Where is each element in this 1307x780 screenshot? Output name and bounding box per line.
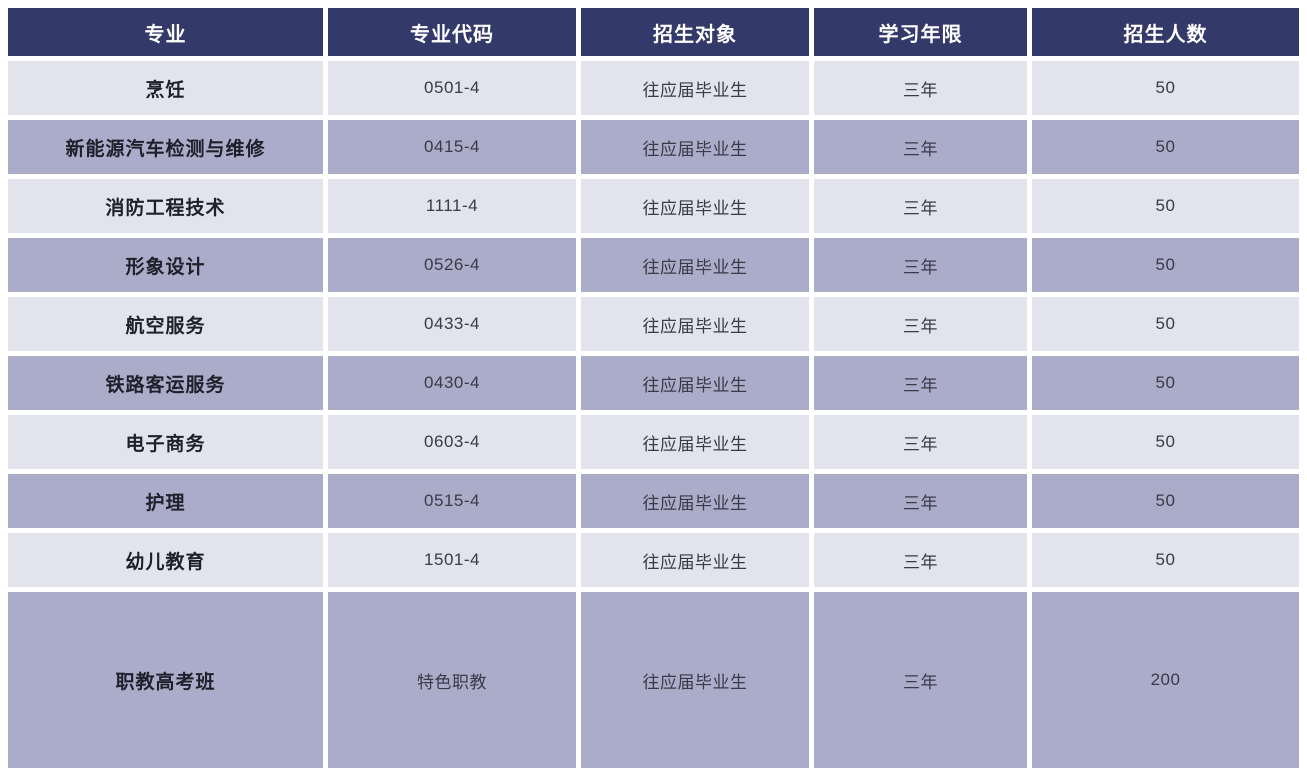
- table-row: 形象设计 0526-4 往应届毕业生 三年 50: [8, 238, 1299, 292]
- cell-quota: 200: [1032, 592, 1299, 768]
- cell-duration: 三年: [814, 474, 1027, 528]
- enrollment-table: 专业 专业代码 招生对象 学习年限 招生人数 烹饪 0501-4 往应届毕业生 …: [3, 3, 1304, 773]
- col-header-major: 专业: [8, 8, 323, 56]
- cell-major: 形象设计: [8, 238, 323, 292]
- cell-code: 0515-4: [328, 474, 576, 528]
- cell-target: 往应届毕业生: [581, 179, 809, 233]
- cell-target: 往应届毕业生: [581, 238, 809, 292]
- cell-code: 0430-4: [328, 356, 576, 410]
- cell-code: 0603-4: [328, 415, 576, 469]
- cell-code: 1111-4: [328, 179, 576, 233]
- col-header-duration: 学习年限: [814, 8, 1027, 56]
- table-row: 消防工程技术 1111-4 往应届毕业生 三年 50: [8, 179, 1299, 233]
- cell-quota: 50: [1032, 61, 1299, 115]
- cell-target: 往应届毕业生: [581, 120, 809, 174]
- cell-quota: 50: [1032, 356, 1299, 410]
- cell-target: 往应届毕业生: [581, 474, 809, 528]
- cell-quota: 50: [1032, 238, 1299, 292]
- table-row: 护理 0515-4 往应届毕业生 三年 50: [8, 474, 1299, 528]
- cell-major: 航空服务: [8, 297, 323, 351]
- cell-code: 0526-4: [328, 238, 576, 292]
- cell-duration: 三年: [814, 533, 1027, 587]
- cell-major: 烹饪: [8, 61, 323, 115]
- table-row: 烹饪 0501-4 往应届毕业生 三年 50: [8, 61, 1299, 115]
- cell-duration: 三年: [814, 592, 1027, 768]
- cell-quota: 50: [1032, 415, 1299, 469]
- cell-quota: 50: [1032, 533, 1299, 587]
- cell-quota: 50: [1032, 297, 1299, 351]
- cell-code: 特色职教: [328, 592, 576, 768]
- cell-major: 消防工程技术: [8, 179, 323, 233]
- cell-duration: 三年: [814, 179, 1027, 233]
- col-header-code: 专业代码: [328, 8, 576, 56]
- table-row: 职教高考班 特色职教 往应届毕业生 三年 200: [8, 592, 1299, 768]
- cell-duration: 三年: [814, 238, 1027, 292]
- cell-target: 往应届毕业生: [581, 533, 809, 587]
- cell-duration: 三年: [814, 415, 1027, 469]
- cell-major: 幼儿教育: [8, 533, 323, 587]
- cell-target: 往应届毕业生: [581, 356, 809, 410]
- table-row: 航空服务 0433-4 往应届毕业生 三年 50: [8, 297, 1299, 351]
- cell-target: 往应届毕业生: [581, 61, 809, 115]
- table-row: 铁路客运服务 0430-4 往应届毕业生 三年 50: [8, 356, 1299, 410]
- cell-duration: 三年: [814, 297, 1027, 351]
- cell-major: 新能源汽车检测与维修: [8, 120, 323, 174]
- cell-major: 护理: [8, 474, 323, 528]
- cell-code: 0433-4: [328, 297, 576, 351]
- cell-target: 往应届毕业生: [581, 415, 809, 469]
- cell-duration: 三年: [814, 120, 1027, 174]
- cell-quota: 50: [1032, 179, 1299, 233]
- cell-code: 1501-4: [328, 533, 576, 587]
- col-header-target: 招生对象: [581, 8, 809, 56]
- cell-code: 0501-4: [328, 61, 576, 115]
- table-row: 幼儿教育 1501-4 往应届毕业生 三年 50: [8, 533, 1299, 587]
- cell-target: 往应届毕业生: [581, 592, 809, 768]
- cell-duration: 三年: [814, 356, 1027, 410]
- cell-duration: 三年: [814, 61, 1027, 115]
- cell-major: 职教高考班: [8, 592, 323, 768]
- cell-code: 0415-4: [328, 120, 576, 174]
- cell-major: 电子商务: [8, 415, 323, 469]
- cell-quota: 50: [1032, 120, 1299, 174]
- cell-target: 往应届毕业生: [581, 297, 809, 351]
- col-header-quota: 招生人数: [1032, 8, 1299, 56]
- header-row: 专业 专业代码 招生对象 学习年限 招生人数: [8, 8, 1299, 56]
- cell-quota: 50: [1032, 474, 1299, 528]
- table-row: 电子商务 0603-4 往应届毕业生 三年 50: [8, 415, 1299, 469]
- table-row: 新能源汽车检测与维修 0415-4 往应届毕业生 三年 50: [8, 120, 1299, 174]
- cell-major: 铁路客运服务: [8, 356, 323, 410]
